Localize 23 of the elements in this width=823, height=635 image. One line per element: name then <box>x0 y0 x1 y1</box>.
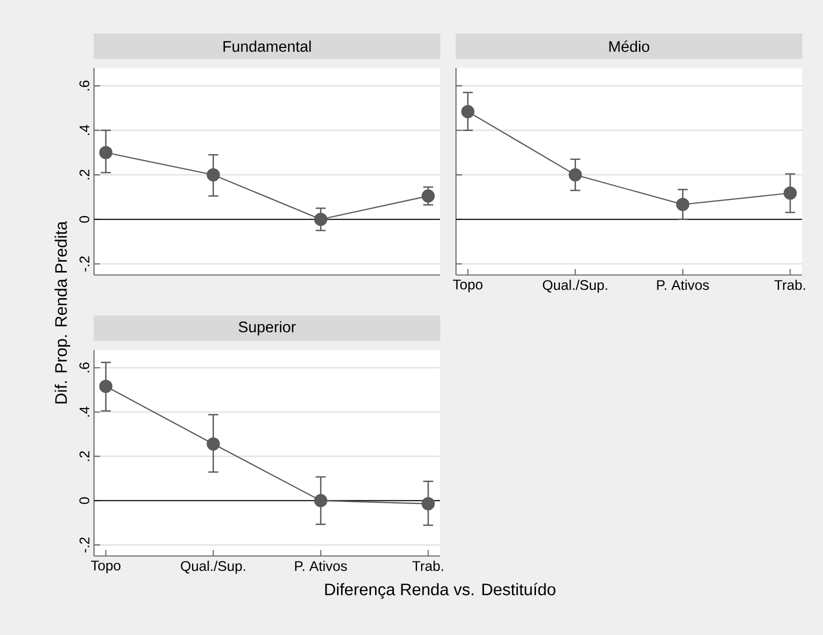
y-tick-label: .4 <box>80 124 90 135</box>
y-tick-label: .6 <box>79 362 90 372</box>
x-tick-label: Qual./Sup. <box>180 560 246 574</box>
chart-title: Superior <box>238 321 296 336</box>
x-tick-label: Trab. <box>412 560 443 571</box>
y-tick-label: -.2 <box>80 256 90 272</box>
y-tick-label: .6 <box>79 80 90 90</box>
chart-title: Médio <box>609 40 650 52</box>
y-tick-label: .4 <box>80 406 90 417</box>
x-tick-label: Trab. <box>774 280 805 290</box>
y-tick-label: 0 <box>79 497 90 504</box>
x-axis-title: Diferença Renda vs. Destituído <box>325 582 556 599</box>
x-tick-label: Topo <box>90 560 120 574</box>
y-tick-label: .2 <box>80 170 90 180</box>
y-tick-label: -.2 <box>80 537 90 552</box>
x-tick-label: P. Ativos <box>295 560 347 571</box>
chart-title: Fundamental <box>224 40 311 52</box>
y-tick-label: 0 <box>79 216 90 223</box>
y-axis-title: Dif. Prop. Renda Predita <box>54 221 70 404</box>
x-tick-label: P. Ativos <box>657 280 709 290</box>
x-tick-label: Qual./Sup. <box>542 280 608 293</box>
y-tick-label: .2 <box>80 451 90 461</box>
x-tick-label: Topo <box>452 280 482 292</box>
